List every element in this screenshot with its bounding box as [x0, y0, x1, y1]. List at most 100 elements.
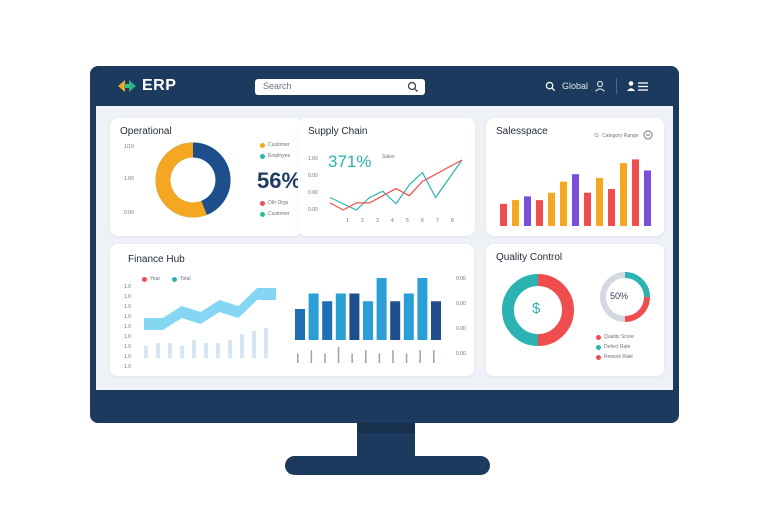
sales-bar[interactable]	[524, 196, 531, 226]
legend-label: Employee	[268, 153, 291, 159]
legend-item: Oth Orgs	[260, 200, 288, 206]
sales-bar[interactable]	[536, 200, 543, 226]
profile-menu-icon[interactable]	[627, 80, 649, 92]
user-icon[interactable]	[594, 80, 606, 92]
finance-bar[interactable]	[308, 293, 319, 341]
topbar-actions: Global	[545, 78, 649, 94]
app-logo[interactable]: ERP	[116, 77, 176, 95]
finance-bar[interactable]	[431, 301, 441, 340]
topbar-divider	[616, 78, 617, 94]
finance-y-tick: 1.0	[124, 334, 131, 340]
sales-bar[interactable]	[512, 200, 519, 226]
sales-bar[interactable]	[632, 159, 639, 226]
legend-label: Customer	[268, 142, 290, 148]
finance-bar[interactable]	[417, 278, 428, 340]
legend-item: Rework Rate	[596, 354, 633, 360]
sales-bar-chart[interactable]	[500, 148, 660, 226]
quality-main-slice[interactable]	[502, 274, 539, 346]
supply-chain-y-tick: 0.00	[308, 173, 318, 179]
legend-item: Customer	[260, 211, 290, 217]
legend-swatch	[172, 276, 177, 282]
finance-tick-bar[interactable]	[351, 353, 353, 363]
finance-bar[interactable]	[363, 301, 373, 340]
sales-bar[interactable]	[572, 174, 579, 226]
finance-light-bar[interactable]	[240, 334, 244, 358]
finance-light-bar[interactable]	[252, 331, 256, 358]
operational-slice[interactable]	[192, 142, 231, 215]
legend-label: Year	[150, 276, 161, 282]
finance-light-bar-chart[interactable]	[144, 328, 274, 358]
finance-tick-bar[interactable]	[405, 353, 408, 363]
operational-donut-chart[interactable]	[155, 138, 231, 222]
finance-light-bar[interactable]	[156, 343, 160, 358]
finance-bar[interactable]	[349, 293, 360, 341]
finance-light-bar[interactable]	[144, 346, 148, 358]
finance-card[interactable]: Finance Hub Year Total 1.0 1.0 1.0 1.0 1.0 1.…	[110, 244, 474, 376]
finance-bar[interactable]	[335, 293, 346, 341]
finance-light-bar[interactable]	[168, 343, 172, 358]
finance-bar-chart[interactable]	[295, 274, 445, 340]
finance-right-tick: 0.00	[456, 301, 466, 307]
finance-light-bar[interactable]	[180, 346, 184, 358]
sales-bar[interactable]	[620, 163, 627, 226]
sales-bar[interactable]	[548, 192, 555, 226]
quality-card[interactable]: Quality Control $ 50% Quality Score Defe…	[486, 244, 664, 376]
finance-tick-bar[interactable]	[378, 353, 381, 363]
supply-chain-series-line[interactable]	[329, 159, 463, 211]
quality-donut-chart[interactable]	[500, 272, 576, 348]
finance-tick-bar[interactable]	[297, 353, 299, 363]
finance-light-bar[interactable]	[204, 343, 208, 358]
supply-chain-x-tick: 3	[376, 218, 379, 224]
sales-bar[interactable]	[584, 192, 591, 226]
finance-tick-bar[interactable]	[419, 350, 421, 363]
legend-label: Defect Rate	[604, 344, 631, 350]
quality-small-slice[interactable]	[624, 272, 650, 298]
info-icon[interactable]	[643, 130, 653, 140]
quality-small-slice[interactable]	[624, 296, 650, 322]
finance-area-chart[interactable]	[140, 282, 280, 330]
supply-chain-series-line[interactable]	[329, 159, 463, 211]
finance-light-bar[interactable]	[228, 340, 232, 358]
legend-label: Customer	[268, 211, 290, 217]
finance-tick-bar[interactable]	[337, 347, 340, 363]
finance-y-tick: 1.0	[124, 284, 131, 290]
finance-tick-bar-chart[interactable]	[295, 347, 445, 363]
supply-chain-line-chart[interactable]	[326, 150, 466, 214]
finance-tick-bar[interactable]	[324, 353, 326, 363]
search-icon[interactable]	[407, 81, 419, 93]
operational-slice[interactable]	[155, 142, 207, 218]
sales-bar[interactable]	[500, 203, 507, 226]
finance-bar[interactable]	[376, 278, 387, 340]
supply-chain-x-tick: 4	[391, 218, 394, 224]
sales-bar[interactable]	[608, 189, 615, 226]
quality-main-slice[interactable]	[537, 274, 574, 346]
quality-small-donut-chart[interactable]	[598, 270, 652, 324]
supply-chain-x-tick: 6	[421, 218, 424, 224]
finance-light-bar[interactable]	[264, 328, 268, 358]
sales-bar[interactable]	[596, 177, 603, 226]
search-icon[interactable]	[545, 81, 556, 92]
sales-legend: ⊙ Category Range	[594, 132, 639, 140]
sales-legend-label: Category Range	[602, 132, 639, 139]
quality-small-slice[interactable]	[600, 272, 626, 322]
sales-bar[interactable]	[560, 181, 567, 226]
finance-tick-bar[interactable]	[433, 350, 435, 363]
finance-light-bar[interactable]	[192, 340, 196, 358]
operational-card[interactable]: Operational 1/10 1.00 0.00 Customer Empl…	[110, 118, 302, 236]
finance-area[interactable]	[144, 288, 276, 330]
finance-light-bar[interactable]	[216, 343, 220, 358]
supply-chain-card[interactable]: Supply Chain 371% Sales 1.00 0.00 0.00 0…	[298, 118, 475, 236]
legend-swatch	[260, 153, 265, 159]
finance-bar[interactable]	[295, 309, 305, 340]
sales-bar[interactable]	[644, 170, 651, 227]
search-input[interactable]: Search	[255, 79, 425, 95]
finance-tick-bar[interactable]	[365, 350, 367, 363]
finance-bar[interactable]	[322, 301, 333, 340]
user-label[interactable]: Global	[561, 81, 588, 91]
sales-card[interactable]: Salesspace ⊙ Category Range	[486, 118, 664, 236]
finance-tick-bar[interactable]	[310, 350, 313, 363]
finance-bar[interactable]	[403, 293, 414, 341]
finance-tick-bar[interactable]	[392, 350, 394, 363]
legend-swatch	[596, 334, 601, 340]
finance-bar[interactable]	[390, 301, 401, 340]
